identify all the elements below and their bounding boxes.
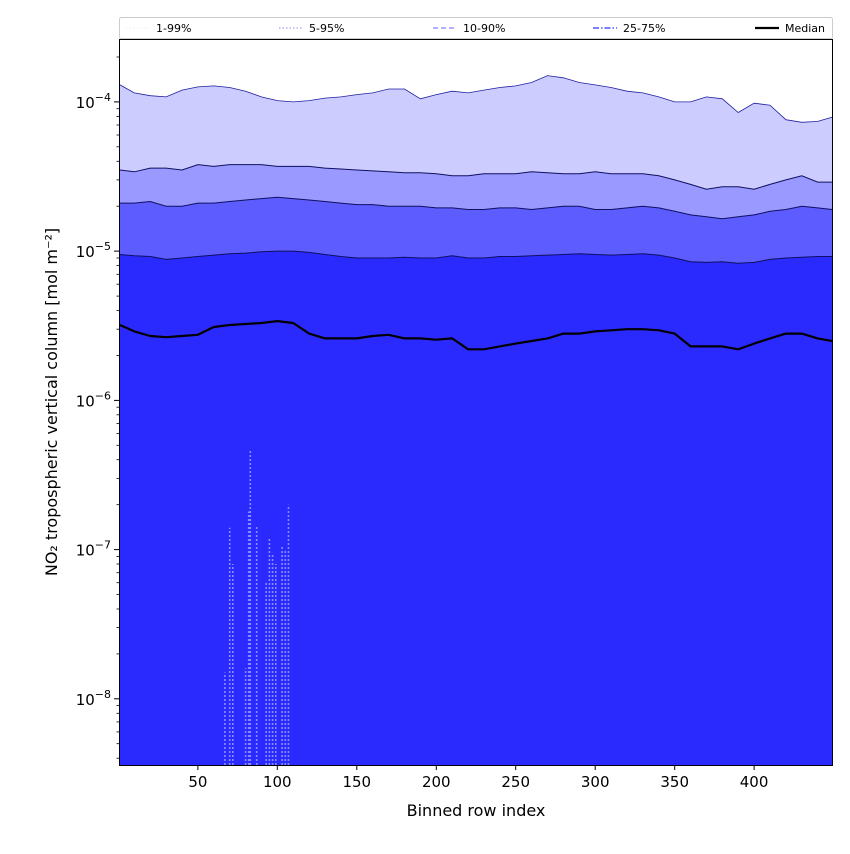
legend-box: [119, 17, 833, 39]
band-area-p75: [120, 251, 832, 766]
y-tick-label: 10−5: [76, 240, 111, 261]
x-tick-label: 400: [740, 773, 769, 791]
band-edge-p99: [119, 75, 833, 123]
legend-label-0: 1-99%: [156, 22, 191, 35]
x-tick-label: 50: [188, 773, 207, 791]
legend-label-3: 25-75%: [623, 22, 665, 35]
x-tick-label: 350: [660, 773, 689, 791]
band-edge-p90: [120, 196, 833, 220]
band-edge-p95: [119, 164, 832, 190]
y-tick-label: 10−7: [76, 539, 111, 560]
y-tick-label: 10−4: [76, 91, 111, 112]
x-axis-label: Binned row index: [407, 801, 546, 820]
band-edge-p75: [119, 250, 832, 264]
y-tick-label: 10−6: [76, 389, 111, 410]
y-axis-label: NO₂ tropospheric vertical column [mol m⁻…: [42, 228, 61, 576]
legend-label-2: 10-90%: [463, 22, 505, 35]
x-tick-label: 100: [263, 773, 292, 791]
percentile-bands: [119, 75, 833, 766]
plot-frame: [119, 39, 833, 766]
median-line-group: [119, 320, 833, 351]
x-tick-label: 150: [342, 773, 371, 791]
x-tick-label: 250: [501, 773, 530, 791]
median-line: [119, 320, 833, 351]
x-axis: 50 100 150 200 250 300 350 400: [188, 765, 768, 791]
x-tick-label: 300: [581, 773, 610, 791]
y-tick-label: 10−8: [76, 688, 111, 709]
legend-label-4: Median: [785, 22, 825, 35]
y-axis: 10−8 10−7 10−6 10−5 10−4: [76, 56, 120, 759]
legend: 1-99% 5-95% 10-90% 25-75% Median: [119, 17, 833, 39]
legend-label-1: 5-95%: [309, 22, 344, 35]
low-value-spikes: [224, 450, 290, 765]
x-tick-label: 200: [422, 773, 451, 791]
